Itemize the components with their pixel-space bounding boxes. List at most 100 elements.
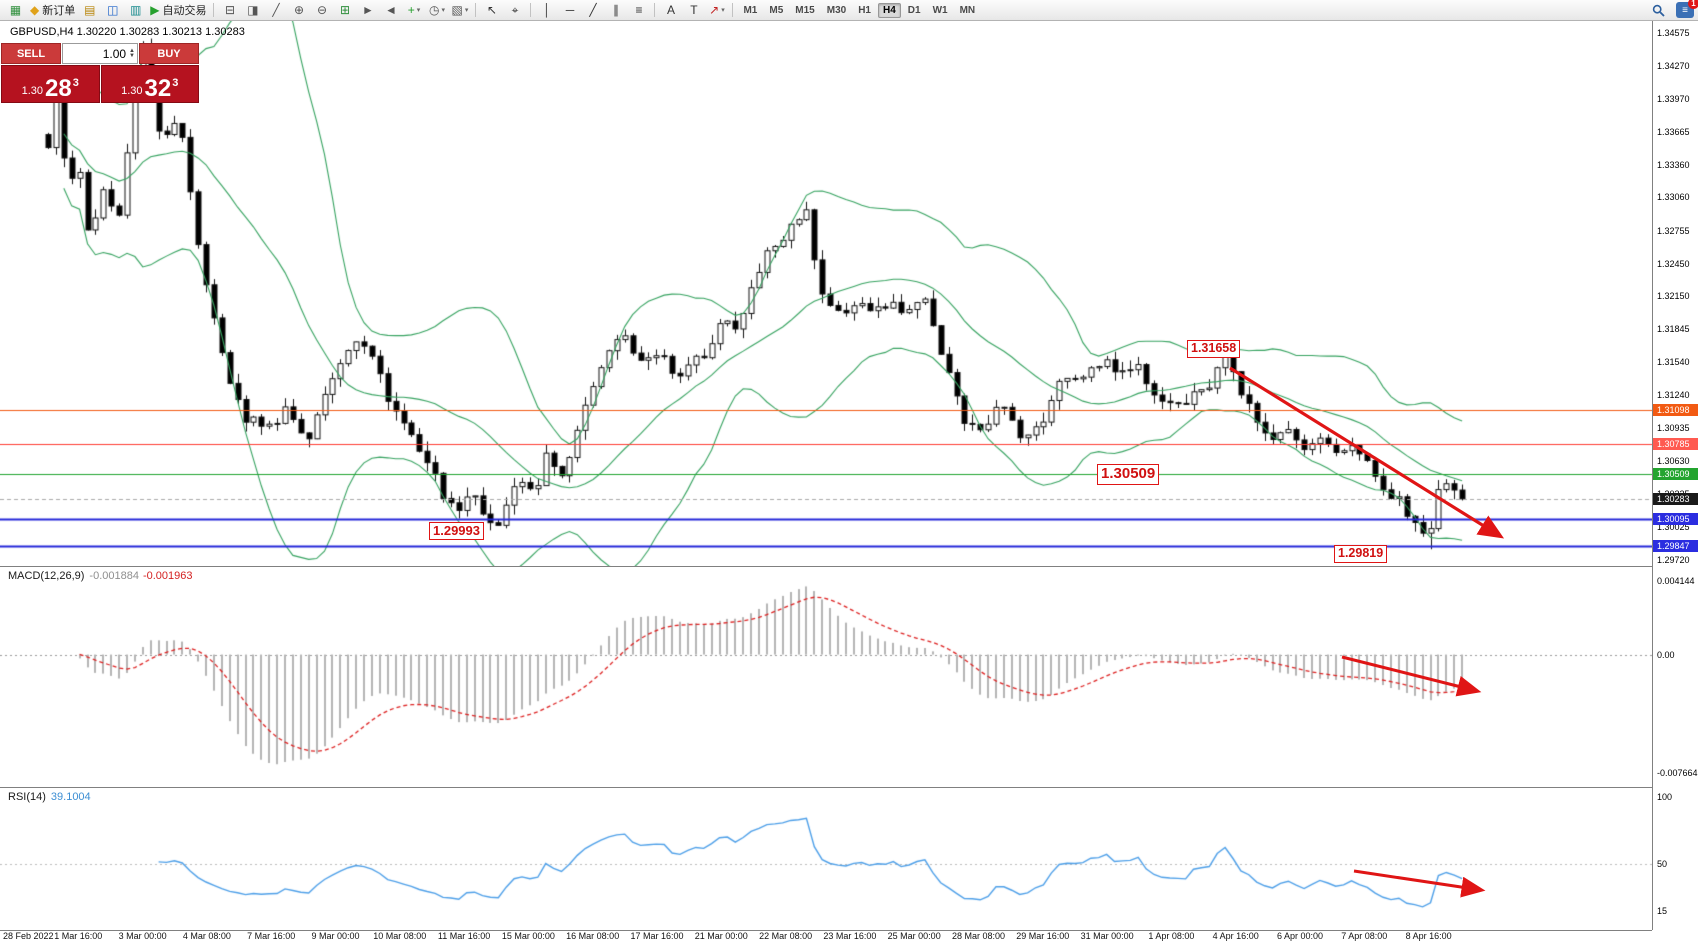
price-badge: 1.30785 xyxy=(1653,438,1698,451)
time-axis[interactable]: 28 Feb 2022 1 Mar 16:00 3 Mar 00:00 4 Mar 0… xyxy=(0,931,1698,943)
candlestick-chart-button[interactable]: ◨ xyxy=(242,2,263,19)
dropdown-caret-icon: ▾ xyxy=(721,7,725,14)
indicators-icon: + xyxy=(407,3,415,17)
stepper-down-icon[interactable]: ▼ xyxy=(129,52,135,59)
vertical-line-icon: │ xyxy=(543,3,551,17)
price-tick: 1.33060 xyxy=(1657,192,1690,203)
price-tick: 1.32450 xyxy=(1657,258,1690,269)
clock-icon: ◷ xyxy=(428,3,440,17)
macd-label: MACD(12,26,9) -0.001884 -0.001963 xyxy=(8,570,193,582)
templates-button[interactable]: ▧ ▾ xyxy=(449,2,470,19)
stepper-up-icon[interactable]: ▲ xyxy=(129,47,135,54)
crosshair-button[interactable]: ⌖ xyxy=(504,2,525,19)
line-chart-button[interactable]: ╱ xyxy=(265,2,286,19)
bar-chart-button[interactable]: ⊟ xyxy=(219,2,240,19)
macd-main-value: -0.001884 xyxy=(89,570,139,582)
sell-price-prefix: 1.30 xyxy=(21,85,44,97)
periods-button[interactable]: ◷ ▾ xyxy=(426,2,447,19)
text-label-button[interactable]: T xyxy=(683,2,704,19)
channel-button[interactable]: ∥ xyxy=(605,2,626,19)
cursor-icon: ↖ xyxy=(486,3,497,17)
price-tick: 1.29720 xyxy=(1657,555,1690,565)
timeframe-h4[interactable]: H4 xyxy=(877,2,901,18)
chart-profiles-button[interactable]: ▤ xyxy=(79,2,100,19)
timeframe-m15[interactable]: M15 xyxy=(795,4,815,16)
toolbar-separator xyxy=(732,3,734,17)
new-chart-button[interactable]: ▦ xyxy=(5,2,26,19)
toolbar: ▦ ◆ 新订单 ▤ ◫ ▥ ▶ 自动交易 ⊟ ◨ ╱ ⊕ ⊖ ⊞ ► ◄ + ▾ ◷ ▾ ▧ ▾ ↖ ⌖ │ ─ ╱ ∥ ≡ A T ↗ ▾ M… xyxy=(0,0,1698,21)
fibonacci-button[interactable]: ≡ xyxy=(628,2,649,19)
data-window-button[interactable]: ▥ xyxy=(125,2,146,19)
price-axis[interactable]: 1.34575 1.34270 1.33970 1.33665 1.33360 1.330… xyxy=(1652,21,1698,930)
buy-button[interactable]: BUY xyxy=(139,43,199,64)
price-annotation-label: 1.31658 xyxy=(1187,340,1241,358)
time-label: 16 Mar 08:00 xyxy=(566,931,620,941)
arrows-button[interactable]: ↗ ▾ xyxy=(706,2,727,19)
time-label: 10 Mar 08:00 xyxy=(373,931,427,941)
zoom-in-button[interactable]: ⊕ xyxy=(288,2,309,19)
rsi-panel[interactable]: RSI(14) 39.1004 xyxy=(0,788,1652,931)
zoom-in-icon: ⊕ xyxy=(293,3,304,17)
price-chart-canvas[interactable] xyxy=(0,21,1652,566)
auto-scroll-button[interactable]: ► xyxy=(357,2,378,19)
price-tick: 1.30025 xyxy=(1657,521,1690,532)
macd-tick: 0.004144 xyxy=(1657,576,1695,586)
buy-price-button[interactable]: 1.30 32 3 xyxy=(100,65,199,103)
notifications-icon[interactable]: ≡ 1 xyxy=(1676,0,1698,18)
price-tick: 1.31240 xyxy=(1657,390,1690,400)
dropdown-caret-icon: ▾ xyxy=(441,7,445,14)
price-chart-panel[interactable]: GBPUSD,H4 1.30220 1.30283 1.30213 1.3028… xyxy=(0,21,1652,567)
sell-price-button[interactable]: 1.30 28 3 xyxy=(1,65,100,103)
trendline-button[interactable]: ╱ xyxy=(582,2,603,19)
timeframe-mn[interactable]: MN xyxy=(959,4,976,16)
price-tick: 1.34270 xyxy=(1657,61,1690,72)
notification-badge: 1 xyxy=(1688,0,1698,9)
price-tick: 1.32755 xyxy=(1657,225,1690,236)
vertical-line-button[interactable]: │ xyxy=(536,2,557,19)
timeframe-m5[interactable]: M5 xyxy=(769,4,784,16)
new-order-button[interactable]: ◆ 新订单 xyxy=(28,2,77,19)
autotrading-button[interactable]: ▶ 自动交易 xyxy=(148,2,208,19)
zoom-out-button[interactable]: ⊖ xyxy=(311,2,332,19)
tile-windows-button[interactable]: ⊞ xyxy=(334,2,355,19)
time-label: 22 Mar 08:00 xyxy=(759,931,813,941)
line-chart-icon: ╱ xyxy=(272,3,280,17)
volume-input[interactable]: 1.00 ▲ ▼ xyxy=(62,43,138,64)
timeframe-m30[interactable]: M30 xyxy=(826,4,847,16)
sell-button[interactable]: SELL xyxy=(1,43,61,64)
timeframe-h1[interactable]: H1 xyxy=(858,4,871,16)
search-icon[interactable] xyxy=(1648,2,1669,19)
chart-shift-button[interactable]: ◄ xyxy=(380,2,401,19)
price-badge: 1.29847 xyxy=(1653,540,1698,553)
market-watch-button[interactable]: ◫ xyxy=(102,2,123,19)
time-label: 11 Mar 16:00 xyxy=(437,931,491,941)
trendline-icon: ╱ xyxy=(589,3,597,17)
dropdown-caret-icon: ▾ xyxy=(416,7,421,14)
rsi-canvas[interactable] xyxy=(0,788,1652,930)
horizontal-line-button[interactable]: ─ xyxy=(559,2,580,19)
price-tick: 1.31845 xyxy=(1657,324,1690,335)
buy-price-pips: 32 xyxy=(144,75,172,102)
price-tick: 1.33970 xyxy=(1657,93,1690,104)
rsi-label: RSI(14) 39.1004 xyxy=(8,791,91,803)
crosshair-icon: ⌖ xyxy=(511,3,519,17)
macd-panel[interactable]: MACD(12,26,9) -0.001884 -0.001963 xyxy=(0,567,1652,788)
template-icon: ▧ xyxy=(451,3,463,17)
indicators-button[interactable]: + ▾ xyxy=(403,2,424,19)
macd-canvas[interactable] xyxy=(0,567,1652,787)
volume-stepper[interactable]: ▲ ▼ xyxy=(129,47,135,59)
fibonacci-icon: ≡ xyxy=(635,3,643,17)
time-label: 7 Mar 16:00 xyxy=(247,931,296,941)
macd-title: MACD(12,26,9) xyxy=(8,570,85,582)
time-label: 28 Mar 08:00 xyxy=(951,931,1006,941)
text-button[interactable]: A xyxy=(660,2,681,19)
time-label: 9 Mar 00:00 xyxy=(311,931,360,941)
rsi-title: RSI(14) xyxy=(8,791,46,803)
timeframe-m1[interactable]: M1 xyxy=(743,4,758,16)
timeframe-w1[interactable]: W1 xyxy=(932,4,948,16)
horizontal-line-icon: ─ xyxy=(565,3,575,17)
autotrading-button-label: 自动交易 xyxy=(162,5,207,17)
timeframe-d1[interactable]: D1 xyxy=(907,4,921,16)
cursor-button[interactable]: ↖ xyxy=(481,2,502,19)
time-label: 31 Mar 00:00 xyxy=(1080,931,1134,941)
